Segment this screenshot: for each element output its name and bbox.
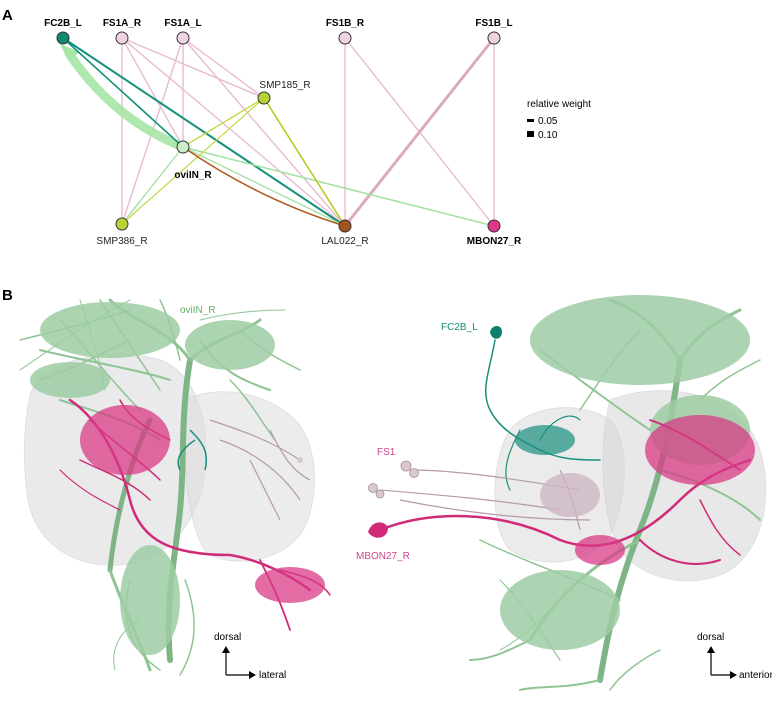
fs1-edges	[121, 37, 495, 227]
edge-smp185-lal022	[263, 97, 346, 227]
label-smp185_r: SMP185_R	[259, 80, 310, 91]
node-fc2b_l	[56, 31, 70, 45]
legend-item-large: 0.10	[538, 130, 558, 141]
node-smp185_r	[257, 91, 271, 105]
panel-b-letter: B	[2, 287, 13, 304]
label-mbon27_r: MBON27_R	[467, 236, 522, 247]
axis-up-arrow-right	[707, 646, 715, 653]
node-lal022_r	[338, 219, 352, 233]
axis-up-label-left: dorsal	[214, 632, 241, 643]
axis-right-arrow-right	[730, 671, 737, 679]
label-fs1b_r: FS1B_R	[326, 18, 365, 29]
edge-fc2b-ovlln	[62, 37, 184, 148]
fc2b-arbor-left	[177, 429, 207, 471]
node-mbon27_r	[487, 219, 501, 233]
mbon27-soma	[368, 522, 388, 538]
label-fs1b_l: FS1B_L	[475, 18, 512, 29]
fc2b-soma	[490, 326, 502, 339]
node-fs1b_r	[338, 31, 352, 45]
edge-fc2b-lal022	[62, 37, 346, 227]
label-lal022_r: LAL022_R	[321, 236, 368, 247]
mbon27-texture-left	[80, 405, 325, 603]
connectivity-graph: FC2B_L FS1A_R FS1A_L FS1B_R FS1B_L SMP18…	[44, 18, 591, 247]
node-fs1a_l	[176, 31, 190, 45]
node-smp386_r	[115, 217, 129, 231]
label-fs1a_r: FS1A_R	[103, 18, 142, 29]
node-fs1b_l	[487, 31, 501, 45]
edge-fs1a_r-ovlln	[121, 37, 184, 148]
orientation-axes-right: dorsal anterior	[697, 632, 772, 681]
arrowhead-ovlln-fc2b	[60, 44, 80, 60]
node-fs1a_r	[115, 31, 129, 45]
edge-ovlln-smp386	[121, 146, 184, 225]
lateral-view: FC2B_L FS1 MBON27_R dorsal anterior	[356, 295, 772, 691]
label-fs1: FS1	[377, 447, 396, 458]
label-ovlln-left: oviIN_R	[180, 305, 216, 316]
legend-swatch-large	[527, 131, 534, 137]
label-smp386_r: SMP386_R	[96, 236, 147, 247]
panel-a-letter: A	[2, 7, 13, 24]
fs1-arbor-left	[209, 419, 311, 521]
axis-up-arrow-left	[222, 646, 230, 653]
label-ovlln_r: oviIN_R	[174, 170, 212, 181]
edge-fs1a_r-lal022	[121, 37, 346, 227]
legend-title: relative weight	[527, 99, 591, 110]
edge-fs1a_l-smp185	[182, 37, 265, 99]
label-fc2b-right: FC2B_L	[441, 322, 478, 333]
node-ovlln_r	[176, 140, 190, 154]
neuropil-right-shell	[183, 391, 315, 562]
weight-legend: relative weight 0.05 0.10	[527, 99, 591, 141]
edge-ovlln-lal022	[182, 146, 346, 227]
edge-ovlln-mbon27	[182, 146, 495, 227]
axis-right-label-left: lateral	[259, 670, 286, 681]
edge-smp185-smp386	[121, 97, 265, 225]
label-fc2b_l: FC2B_L	[44, 18, 82, 29]
edge-ovlln-fc2b-thick	[64, 49, 185, 152]
fs1-bouton-left	[297, 457, 303, 463]
legend-item-small: 0.05	[538, 116, 558, 127]
edge-fs1a_l-lal022	[182, 37, 346, 227]
orientation-axes-left: dorsal lateral	[214, 632, 286, 681]
frontal-view: oviIN_R dorsal lateral	[19, 298, 331, 681]
label-fs1a_l: FS1A_L	[164, 18, 201, 29]
ovlln-texture-left	[30, 302, 275, 655]
axis-up-label-right: dorsal	[697, 632, 724, 643]
label-mbon27: MBON27_R	[356, 551, 410, 562]
fs1-texture-right	[540, 473, 600, 517]
axis-right-label-right: anterior	[739, 670, 772, 681]
legend-swatch-small	[527, 119, 534, 122]
fc2b-texture-right	[515, 425, 575, 455]
edge-smp185-ovlln	[182, 97, 265, 148]
axis-right-arrow-left	[249, 671, 256, 679]
edge-fs1a_r-smp185	[121, 37, 265, 99]
fs1-somata	[368, 460, 419, 499]
mbon27-texture-right	[575, 415, 755, 565]
edge-lal022-ovlln	[182, 146, 346, 227]
